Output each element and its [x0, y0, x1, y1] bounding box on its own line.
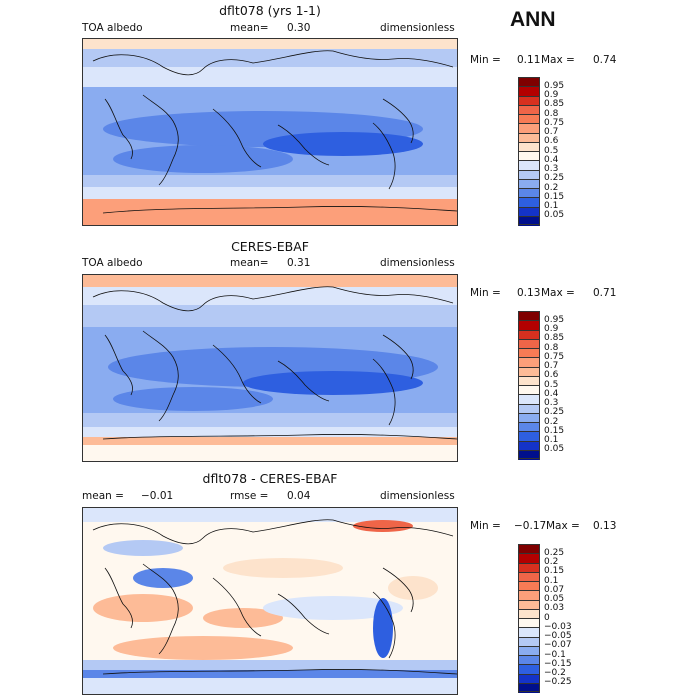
colorbar-tick-label: −0.1	[544, 649, 566, 660]
colorbar-tick-label: −0.03	[544, 621, 572, 632]
mean-value: −0.01	[141, 490, 174, 502]
panel-title: dflt078 - CERES-EBAF	[202, 471, 338, 486]
colorbar-tick-label: 0.85	[544, 333, 565, 344]
colorbar-tick-label: 0.7	[544, 361, 559, 371]
colorbar-tick-label: 0.4	[544, 154, 559, 165]
colorbar-tick-label: 0.1	[544, 575, 559, 586]
colorbar-tick-label: 0.2	[544, 557, 559, 567]
colorbar-tick-label: 0.75	[544, 351, 565, 362]
colorbar-tick-label: 0.4	[544, 388, 559, 399]
colorbar-cell	[518, 682, 540, 693]
season-label: ANN	[510, 8, 556, 31]
map-plot	[83, 275, 457, 461]
colorbar-tick-label: 0.15	[544, 191, 565, 202]
colorbar-tick-label: 0.5	[544, 145, 559, 156]
colorbar-tick-label: 0.2	[544, 416, 559, 427]
colorbar-tick-label: 0.8	[544, 342, 559, 353]
max-label: Max =	[541, 287, 575, 299]
min-value: 0.13	[517, 287, 541, 299]
colorbar-tick-label: 0.5	[544, 379, 559, 390]
colorbar-tick-label: 0.9	[544, 90, 559, 100]
min-label: Min =	[470, 54, 501, 66]
colorbar-tick-label: 0.1	[544, 435, 559, 445]
map-plot	[83, 39, 457, 225]
colorbar-tick-label: 0.05	[544, 594, 565, 604]
colorbar-tick-label: 0.3	[544, 398, 559, 408]
colorbar-tick-label: 0.25	[544, 407, 565, 418]
colorbar-tick-label: 0.05	[544, 444, 565, 455]
max-label: Max =	[541, 54, 575, 66]
mean-label: mean =	[82, 490, 124, 502]
colorbar-tick-label: 0.07	[544, 584, 565, 595]
min-label: Min =	[470, 520, 501, 532]
colorbar-cell	[518, 449, 540, 460]
rmse-value: 0.04	[287, 490, 311, 502]
colorbar-tick-label: 0.05	[544, 210, 565, 221]
colorbar-tick-label: −0.05	[544, 631, 572, 641]
albedo-map	[82, 274, 458, 462]
colorbar-tick-label: 0.6	[544, 136, 559, 147]
min-value: 0.11	[517, 54, 541, 66]
colorbar-tick-label: 0.75	[544, 117, 565, 128]
colorbar-tick-label: 0.25	[544, 547, 565, 558]
field-label: TOA albedo	[82, 22, 143, 34]
difference-map	[82, 507, 458, 695]
min-label: Min =	[470, 287, 501, 299]
mean-label: mean=	[230, 257, 269, 269]
mean-value: 0.31	[287, 257, 311, 269]
max-value: 0.71	[593, 287, 617, 299]
colorbar-tick-label: 0.1	[544, 201, 559, 211]
mean-value: 0.30	[287, 22, 311, 34]
colorbar-cell	[518, 215, 540, 226]
colorbar: 0.95 0.9 0.85 0.8 0.75 0.7 0.6 0.5 0.4 0.3 0.25 0.2…	[518, 77, 564, 226]
map-plot	[83, 508, 457, 694]
colorbar-tick-label: 0.2	[544, 182, 559, 193]
colorbar-tick-label: 0.95	[544, 314, 565, 325]
colorbar-tick-label: 0.15	[544, 425, 565, 436]
colorbar-tick-label: 0.8	[544, 108, 559, 119]
units-label: dimensionless	[380, 257, 455, 269]
colorbar-tick-label: 0.03	[544, 603, 565, 614]
colorbar-tick-label: 0.85	[544, 99, 565, 110]
colorbar-tick-label: 0.25	[544, 173, 565, 184]
colorbar-tick-label: −0.15	[544, 658, 572, 669]
field-label: TOA albedo	[82, 257, 143, 269]
units-label: dimensionless	[380, 490, 455, 502]
colorbar-tick-label: 0	[544, 612, 550, 623]
max-label: Max =	[546, 520, 580, 532]
max-value: 0.74	[593, 54, 617, 66]
panel-title: dflt078 (yrs 1-1)	[219, 3, 321, 18]
max-value: 0.13	[593, 520, 617, 532]
mean-label: mean=	[230, 22, 269, 34]
colorbar-tick-label: 0.3	[544, 164, 559, 174]
units-label: dimensionless	[380, 22, 455, 34]
colorbar-tick-label: 0.95	[544, 80, 565, 91]
colorbar: 0.95 0.9 0.85 0.8 0.75 0.7 0.6 0.5 0.4 0.3 0.25 0.2…	[518, 311, 564, 460]
colorbar-tick-label: 0.7	[544, 127, 559, 137]
albedo-map	[82, 38, 458, 226]
colorbar-tick-label: 0.15	[544, 566, 565, 577]
colorbar-tick-label: 0.6	[544, 370, 559, 381]
colorbar-tick-label: −0.25	[544, 677, 572, 688]
panel-title: CERES-EBAF	[231, 239, 309, 254]
rmse-label: rmse =	[230, 490, 269, 502]
colorbar-tick-label: −0.07	[544, 640, 572, 651]
colorbar-tick-label: 0.9	[544, 324, 559, 334]
min-value: −0.17	[514, 520, 547, 532]
colorbar-tick-label: −0.2	[544, 668, 566, 678]
colorbar: 0.25 0.2 0.15 0.1 0.07 0.05 0.03 0 −0.03 −0.05 −0.…	[518, 544, 572, 693]
